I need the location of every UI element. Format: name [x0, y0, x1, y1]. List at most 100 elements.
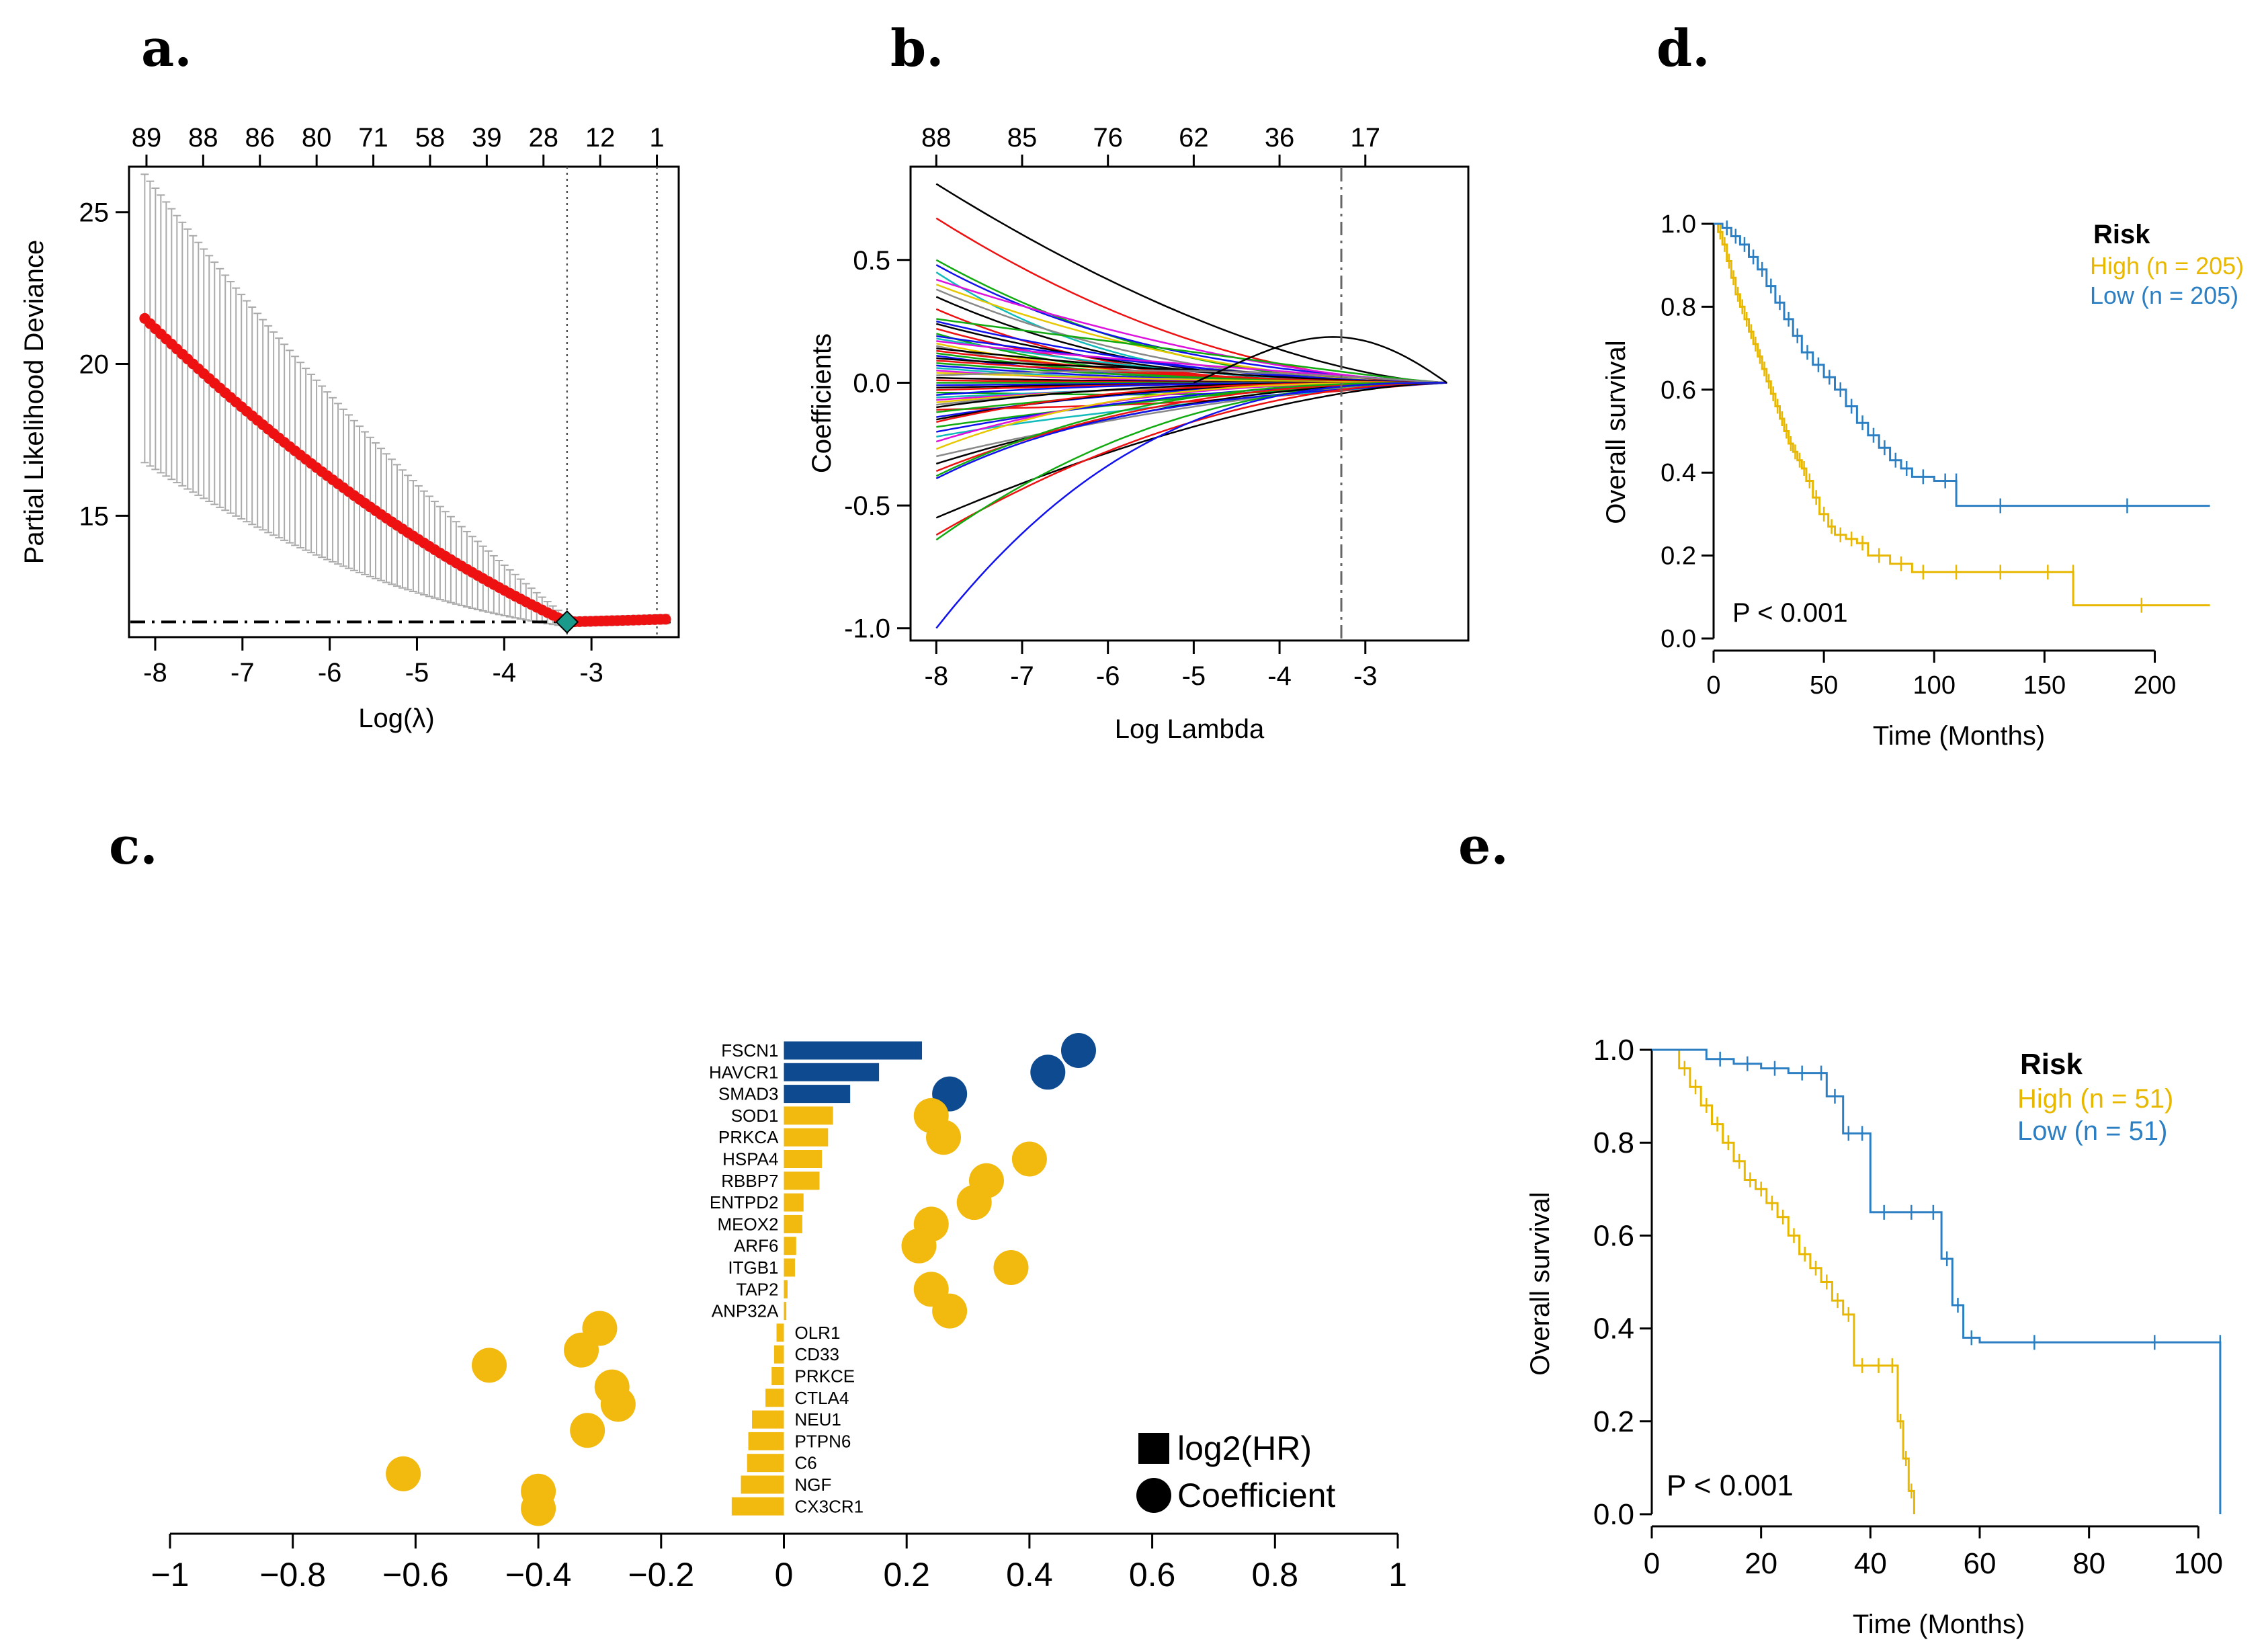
min-lambda-marker — [555, 610, 579, 634]
log2hr-bar — [771, 1367, 784, 1385]
y-tick-label: 0.8 — [1593, 1126, 1634, 1159]
y-tick-label: 0.6 — [1593, 1219, 1634, 1252]
survival-curve — [1714, 222, 2210, 507]
panel-d-curves — [1714, 220, 2210, 613]
gene-label: HSPA4 — [722, 1149, 778, 1169]
gene-label: MEOX2 — [717, 1214, 778, 1234]
log2hr-bar — [784, 1214, 802, 1233]
gene-label: SOD1 — [731, 1106, 779, 1126]
gene-label: CX3CR1 — [795, 1496, 864, 1516]
coefficient-dot — [1011, 1141, 1047, 1177]
panel-b-ylabel: Coefficients — [807, 333, 837, 473]
log2hr-bar — [784, 1106, 833, 1125]
panel-e-ylabel: Overall survival — [1525, 1192, 1555, 1375]
panel-d-xlabel: Time (Months) — [1873, 721, 2045, 751]
log2hr-bar — [784, 1171, 820, 1190]
coefficient-dot — [472, 1348, 507, 1383]
top-tick-label: 1 — [649, 123, 664, 153]
panel-e-legend-high: High (n = 51) — [2017, 1084, 2173, 1114]
coefficient-dot — [993, 1250, 1029, 1285]
coefficient-dot — [1060, 1033, 1096, 1068]
panel-c-coefficient-dots — [386, 1033, 1096, 1526]
gene-label: HAVCR1 — [709, 1062, 779, 1082]
coefficient-path — [935, 382, 1447, 519]
legend-coefficient-label: Coefficient — [1177, 1477, 1335, 1514]
x-tick-label: 150 — [2023, 671, 2066, 700]
x-tick-label: −1 — [151, 1556, 189, 1594]
panel-c-gene-labels: FSCN1HAVCR1SMAD3SOD1PRKCAHSPA4RBBP7ENTPD… — [709, 1040, 864, 1516]
panel-d-legend-high: High (n = 205) — [2090, 252, 2244, 280]
gene-label: CD33 — [795, 1344, 839, 1364]
y-tick-label: 0.0 — [1593, 1498, 1634, 1531]
top-tick-label: 58 — [415, 123, 446, 153]
panel-e-legend-title: Risk — [2020, 1048, 2083, 1081]
top-tick-label: 28 — [528, 123, 558, 153]
panel-b-coef-paths: -8 -7 -6 -5 -4 -3 -1.0 -0.5 0.0 0.5 88 85 76 62 36 17 L… — [807, 123, 1470, 744]
x-tick-label: −0.4 — [505, 1556, 572, 1594]
log2hr-bar — [776, 1323, 784, 1342]
top-tick-label: 88 — [188, 123, 218, 153]
log2hr-bar — [784, 1280, 788, 1298]
x-tick-label: 0.8 — [1252, 1556, 1299, 1594]
x-tick-label: 1 — [1388, 1556, 1407, 1594]
panel-a-letter: a. — [141, 18, 192, 78]
top-tick-label: 17 — [1351, 123, 1381, 153]
x-tick-label: −0.8 — [259, 1556, 326, 1594]
coefficient-path — [935, 382, 1447, 629]
log2hr-bar — [731, 1497, 784, 1516]
log2hr-bar — [741, 1475, 784, 1494]
x-tick-label: 100 — [2174, 1547, 2223, 1580]
panel-a-frame — [128, 165, 680, 638]
log2hr-bar — [784, 1063, 880, 1081]
x-tick-label: 0 — [1644, 1547, 1660, 1580]
x-tick-label: 40 — [1854, 1547, 1887, 1580]
deviance-point — [660, 614, 671, 625]
panel-a-cv-plot: -8 -7 -6 -5 -4 -3 15 20 25 89 88 86 80 71 58 39 28 12 1 Lo… — [19, 123, 680, 733]
gene-label: OLR1 — [795, 1323, 841, 1343]
panel-e-xlabel: Time (Months) — [1853, 1610, 2025, 1639]
gene-label: PRKCA — [718, 1127, 779, 1147]
panel-c-gene-bars: FSCN1HAVCR1SMAD3SOD1PRKCAHSPA4RBBP7ENTPD… — [151, 1033, 1407, 1594]
x-tick-label: -6 — [1096, 661, 1120, 691]
panel-d-legend-low: Low (n = 205) — [2090, 282, 2238, 309]
coefficient-path — [936, 370, 1447, 384]
x-tick-label: −0.2 — [628, 1556, 694, 1594]
gene-label: RBBP7 — [721, 1171, 778, 1191]
panel-a-xlabel: Log(λ) — [358, 704, 434, 733]
gene-label: ANP32A — [712, 1301, 779, 1321]
gene-label: TAP2 — [736, 1279, 778, 1299]
panel-e-letter: e. — [1458, 816, 1509, 876]
panel-d-km-plot: 0 50 100 150 200 0.0 0.2 0.4 0.6 0.8 1.0 Time (Mon… — [1601, 210, 2244, 751]
x-tick-label: -3 — [579, 658, 603, 688]
panel-e-curves — [1652, 1048, 2222, 1514]
panel-a-axes: -8 -7 -6 -5 -4 -3 15 20 25 89 88 86 80 71 58 39 28 12 1 — [79, 123, 665, 688]
log2hr-bar — [765, 1389, 784, 1407]
gene-label: FSCN1 — [721, 1040, 778, 1061]
log2hr-bar — [784, 1041, 923, 1060]
gene-label: PTPN6 — [795, 1431, 851, 1451]
log2hr-bar — [784, 1128, 829, 1147]
gene-label: PRKCE — [795, 1366, 855, 1387]
log2hr-bar — [784, 1150, 823, 1168]
log2hr-bar — [747, 1454, 784, 1473]
y-tick-label: 0.4 — [1593, 1313, 1634, 1346]
top-tick-label: 39 — [472, 123, 502, 153]
panel-b-xlabel: Log Lambda — [1115, 714, 1265, 744]
top-tick-label: 36 — [1265, 123, 1295, 153]
y-tick-label: -0.5 — [844, 491, 890, 521]
top-tick-label: 71 — [358, 123, 388, 153]
survival-curve — [1714, 222, 2210, 607]
panel-d-legend-title: Risk — [2093, 220, 2150, 249]
top-tick-label: 89 — [132, 123, 162, 153]
panel-e-km-plot: 0 20 40 60 80 100 0.0 0.2 0.4 0.6 0.8 1.0 Time (Mon… — [1525, 1034, 2223, 1639]
gene-label: ARF6 — [734, 1236, 778, 1256]
x-tick-label: 100 — [1913, 671, 1956, 700]
panel-d-letter: d. — [1656, 18, 1710, 78]
x-tick-label: 0.2 — [883, 1556, 930, 1594]
x-tick-label: -8 — [143, 658, 167, 688]
panel-e-legend-low: Low (n = 51) — [2017, 1116, 2167, 1146]
coefficient-path-late — [1193, 336, 1447, 384]
panel-a-ylabel: Partial Likelihood Deviance — [19, 240, 49, 565]
top-tick-label: 62 — [1179, 123, 1209, 153]
x-tick-label: -7 — [230, 658, 255, 688]
